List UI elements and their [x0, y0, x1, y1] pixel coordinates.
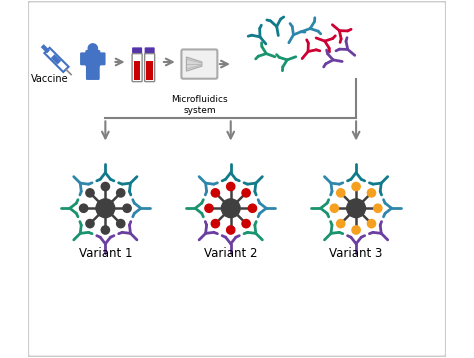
FancyBboxPatch shape: [182, 49, 218, 79]
Circle shape: [347, 199, 365, 218]
Circle shape: [242, 219, 250, 228]
FancyBboxPatch shape: [145, 47, 155, 57]
Text: Variant 1: Variant 1: [79, 247, 132, 260]
FancyBboxPatch shape: [146, 61, 153, 79]
Circle shape: [80, 204, 88, 212]
FancyBboxPatch shape: [134, 61, 140, 79]
Circle shape: [117, 219, 125, 228]
Polygon shape: [186, 57, 202, 71]
Circle shape: [117, 189, 125, 197]
Circle shape: [337, 189, 345, 197]
Polygon shape: [51, 54, 61, 65]
FancyBboxPatch shape: [85, 50, 100, 67]
Circle shape: [227, 182, 235, 191]
Text: Variant 2: Variant 2: [204, 247, 257, 260]
Circle shape: [96, 199, 115, 218]
FancyBboxPatch shape: [86, 63, 93, 80]
Circle shape: [374, 204, 382, 212]
FancyBboxPatch shape: [132, 54, 142, 82]
Circle shape: [227, 226, 235, 234]
Circle shape: [221, 199, 240, 218]
Circle shape: [123, 204, 131, 212]
Text: Microfluidics
system: Microfluidics system: [171, 95, 228, 115]
Circle shape: [242, 189, 250, 197]
Circle shape: [211, 219, 219, 228]
Circle shape: [248, 204, 256, 212]
Circle shape: [88, 44, 98, 53]
Circle shape: [86, 219, 94, 228]
FancyBboxPatch shape: [98, 52, 106, 65]
FancyBboxPatch shape: [28, 1, 446, 357]
Circle shape: [352, 226, 360, 234]
FancyBboxPatch shape: [80, 52, 88, 65]
Text: Variant 3: Variant 3: [329, 247, 383, 260]
Circle shape: [330, 204, 338, 212]
Circle shape: [337, 219, 345, 228]
Circle shape: [205, 204, 213, 212]
FancyBboxPatch shape: [92, 63, 100, 80]
FancyBboxPatch shape: [145, 54, 155, 82]
Circle shape: [352, 182, 360, 191]
Polygon shape: [45, 48, 69, 72]
Text: Vaccine: Vaccine: [31, 74, 69, 84]
Circle shape: [101, 226, 109, 234]
FancyBboxPatch shape: [132, 47, 142, 57]
Circle shape: [367, 189, 375, 197]
Circle shape: [367, 219, 375, 228]
Circle shape: [211, 189, 219, 197]
Circle shape: [101, 182, 109, 191]
Circle shape: [86, 189, 94, 197]
